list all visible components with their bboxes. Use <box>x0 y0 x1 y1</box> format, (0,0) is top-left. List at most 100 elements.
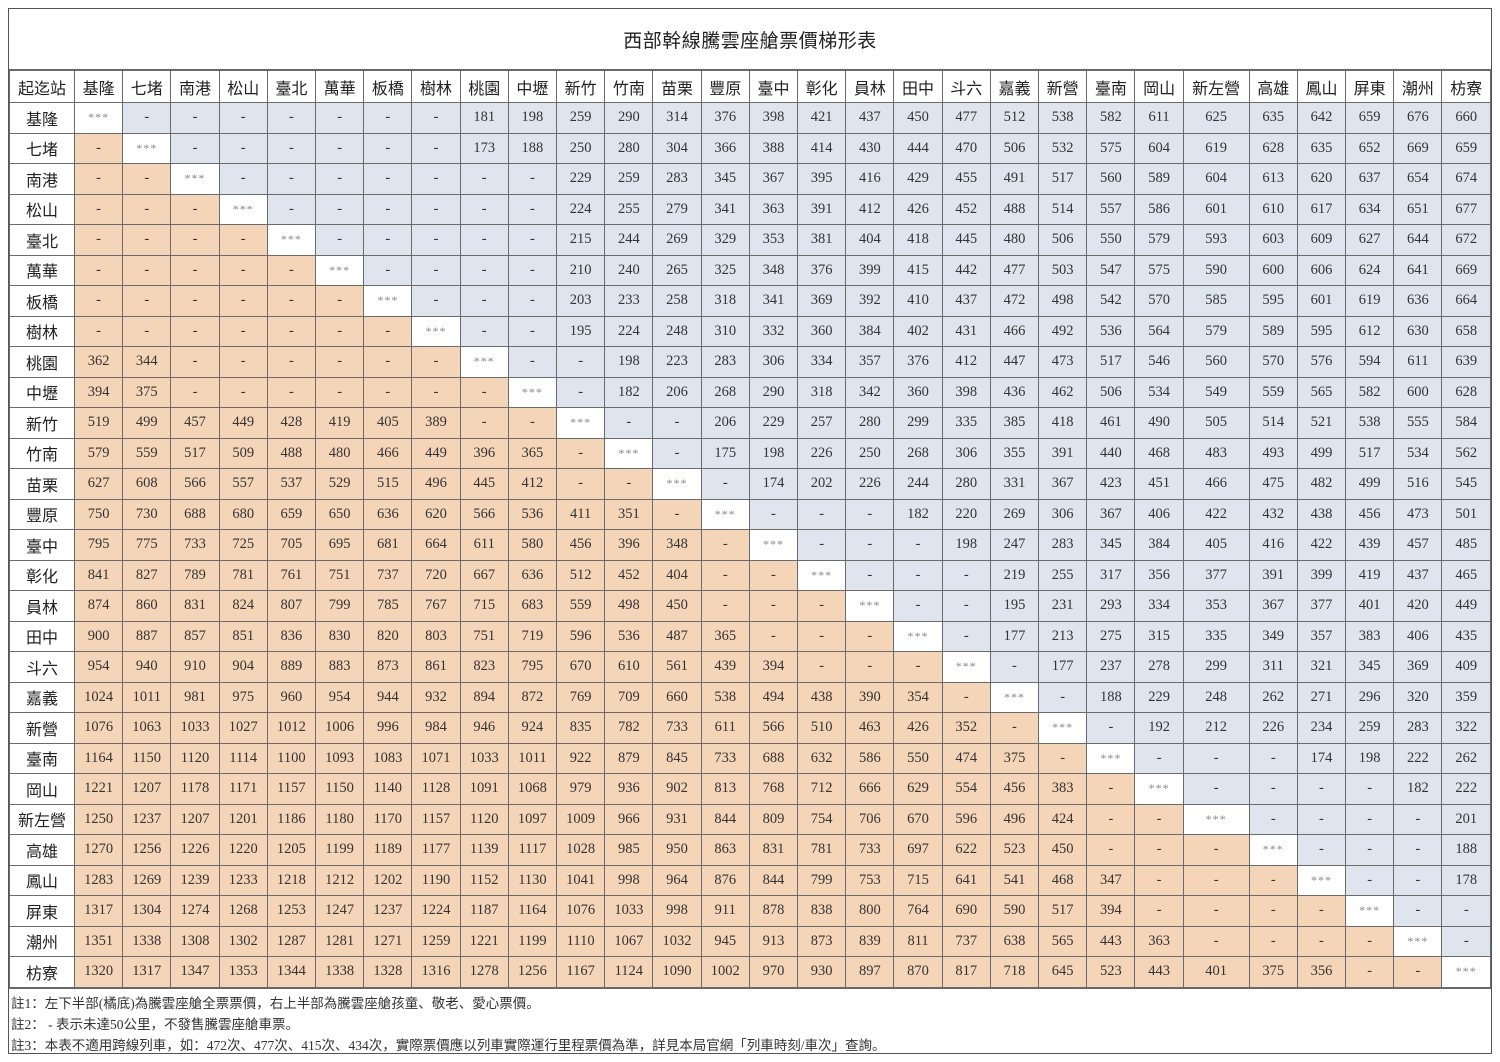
concession-fare-cell: 613 <box>1248 163 1298 195</box>
full-fare-cell: 839 <box>845 925 895 957</box>
concession-fare-cell: 601 <box>1182 193 1250 225</box>
concession-fare-cell: 637 <box>1345 163 1395 195</box>
full-fare-cell: - <box>266 254 317 286</box>
concession-fare-cell: 557 <box>1086 193 1136 225</box>
concession-fare-cell: - <box>266 102 317 134</box>
full-fare-cell: 1212 <box>315 864 365 896</box>
concession-fare-cell: 353 <box>748 224 799 256</box>
concession-fare-cell: - <box>459 254 509 286</box>
concession-fare-cell: 283 <box>652 163 702 195</box>
full-fare-cell: 861 <box>411 651 461 683</box>
full-fare-cell: 813 <box>700 773 750 805</box>
full-fare-cell: 561 <box>652 651 702 683</box>
full-fare-cell: 1167 <box>556 956 606 988</box>
concession-fare-cell: 250 <box>845 437 895 469</box>
full-fare-cell: 1076 <box>556 895 606 927</box>
concession-fare-cell: 672 <box>1441 224 1491 256</box>
diagonal-cell: *** <box>122 132 172 164</box>
concession-fare-cell: 488 <box>989 193 1040 225</box>
concession-fare-cell: 669 <box>1441 254 1491 286</box>
diagonal-cell: *** <box>1296 864 1347 896</box>
table-row: 鳳山 1283 1269 1239 1233 1218 1212 1202 1190 1152 11… <box>9 864 1491 896</box>
full-fare-cell: 375 <box>1248 956 1298 988</box>
full-fare-cell: - <box>507 407 558 439</box>
full-fare-cell: 496 <box>989 803 1040 835</box>
full-fare-cell: 944 <box>363 681 413 713</box>
full-fare-cell: 351 <box>604 498 654 530</box>
full-fare-cell: 730 <box>122 498 172 530</box>
full-fare-cell: - <box>652 498 702 530</box>
full-fare-cell: 1253 <box>266 895 317 927</box>
concession-fare-cell: 244 <box>604 224 654 256</box>
row-header-station: 新左營 <box>9 803 75 835</box>
full-fare-cell: 811 <box>893 925 943 957</box>
concession-fare-cell: 414 <box>797 132 847 164</box>
concession-fare-cell: - <box>411 102 461 134</box>
concession-fare-cell: 391 <box>1038 437 1088 469</box>
concession-fare-cell: - <box>363 163 413 195</box>
full-fare-cell: 769 <box>556 681 606 713</box>
full-fare-cell: - <box>1296 895 1347 927</box>
concession-fare-cell: - <box>1134 742 1184 774</box>
full-fare-cell: 586 <box>845 742 895 774</box>
column-header-station: 岡山 <box>1134 70 1184 103</box>
full-fare-cell: 396 <box>459 437 509 469</box>
concession-fare-cell: 175 <box>700 437 750 469</box>
diagonal-cell: *** <box>1182 803 1250 835</box>
concession-fare-cell: 240 <box>604 254 654 286</box>
full-fare-cell: 1221 <box>73 773 124 805</box>
concession-fare-cell: 422 <box>1296 529 1347 561</box>
concession-fare-cell: 426 <box>893 193 943 225</box>
full-fare-cell: - <box>1086 773 1136 805</box>
concession-fare-cell: - <box>1248 803 1298 835</box>
concession-fare-cell: 255 <box>604 193 654 225</box>
full-fare-cell: 725 <box>218 529 268 561</box>
row-header-station: 臺南 <box>9 742 75 774</box>
concession-fare-cell: 437 <box>1393 559 1443 591</box>
diagonal-cell: *** <box>73 102 124 134</box>
concession-fare-cell: 259 <box>556 102 606 134</box>
full-fare-cell: - <box>797 620 847 652</box>
full-fare-cell: 960 <box>266 681 317 713</box>
full-fare-cell: - <box>700 590 750 622</box>
concession-fare-cell: 516 <box>1393 468 1443 500</box>
full-fare-cell: 940 <box>122 651 172 683</box>
full-fare-cell: 383 <box>1038 773 1088 805</box>
concession-fare-cell: 401 <box>1345 590 1395 622</box>
concession-fare-cell: 455 <box>941 163 991 195</box>
row-header-station: 萬華 <box>9 254 75 286</box>
concession-fare-cell: 436 <box>989 376 1040 408</box>
full-fare-cell: 970 <box>748 956 799 988</box>
full-fare-cell: - <box>315 315 365 347</box>
full-fare-cell: 681 <box>363 529 413 561</box>
concession-fare-cell: 579 <box>1134 224 1184 256</box>
fare-table-document: 西部幹線騰雲座艙票價梯形表 起迄站 基隆 七堵 南港 松山 臺北 萬華 板橋 樹林 桃園 中壢 新竹… <box>8 8 1492 1054</box>
concession-fare-cell: 229 <box>748 407 799 439</box>
full-fare-cell: 733 <box>170 529 220 561</box>
full-fare-cell: 456 <box>556 529 606 561</box>
full-fare-cell: 580 <box>507 529 558 561</box>
full-fare-cell: 1269 <box>122 864 172 896</box>
concession-fare-cell: - <box>507 346 558 378</box>
full-fare-cell: 362 <box>73 346 124 378</box>
concession-fare-cell: 450 <box>893 102 943 134</box>
full-fare-cell: 807 <box>266 590 317 622</box>
full-fare-cell: 1190 <box>411 864 461 896</box>
full-fare-cell: 981 <box>170 681 220 713</box>
concession-fare-cell: 538 <box>1038 102 1088 134</box>
full-fare-cell: 1281 <box>315 925 365 957</box>
concession-fare-cell: 472 <box>989 285 1040 317</box>
full-fare-cell: 541 <box>989 864 1040 896</box>
concession-fare-cell: - <box>797 529 847 561</box>
column-header-station: 新左營 <box>1182 70 1250 103</box>
row-header-station: 桃園 <box>9 346 75 378</box>
concession-fare-cell: 188 <box>1441 834 1491 866</box>
concession-fare-cell: 188 <box>1086 681 1136 713</box>
full-fare-cell: 680 <box>218 498 268 530</box>
concession-fare-cell: 237 <box>1086 651 1136 683</box>
diagonal-cell: *** <box>989 681 1040 713</box>
table-row: 桃園 362 344- - - - - - *** - -198 223 283 306 334 357 376… <box>9 346 1491 378</box>
full-fare-cell: - <box>122 254 172 286</box>
full-fare-cell: 664 <box>411 529 461 561</box>
concession-fare-cell: 635 <box>1248 102 1298 134</box>
